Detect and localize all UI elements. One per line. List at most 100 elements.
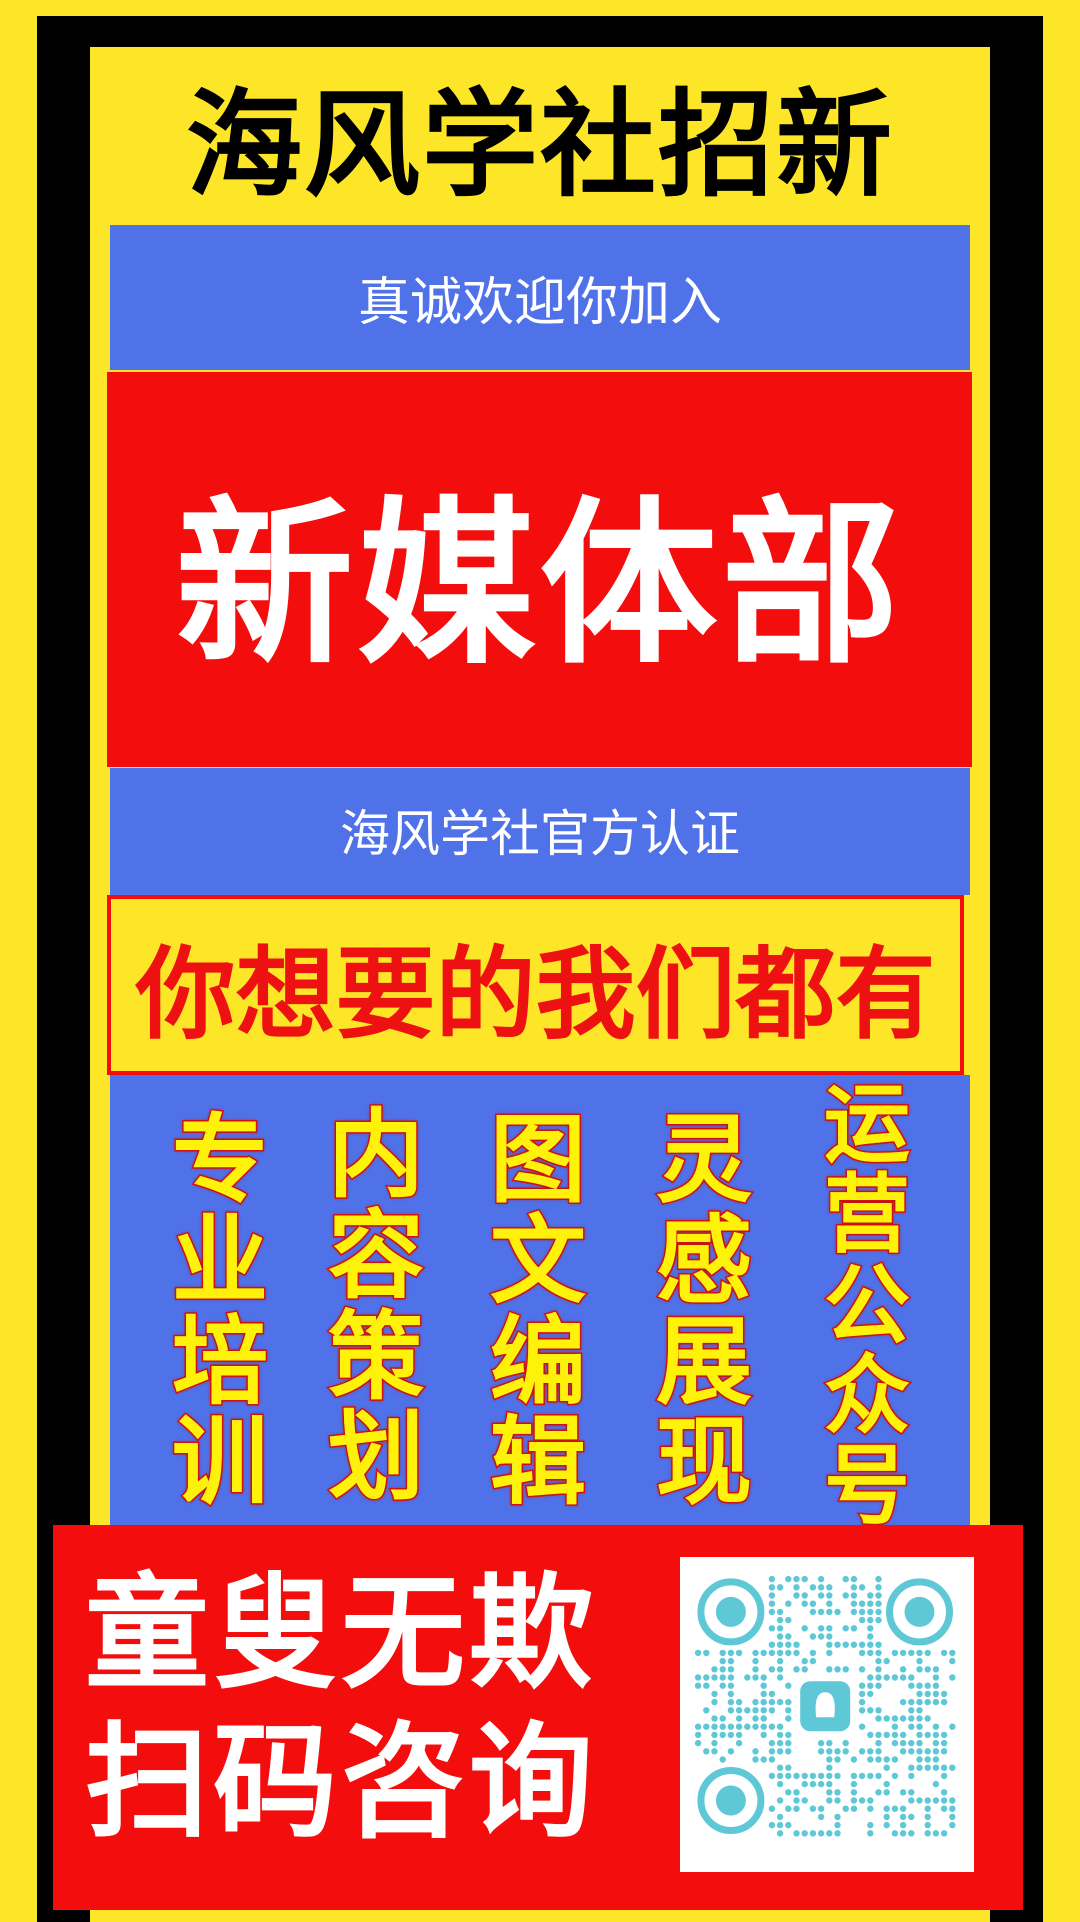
feature-char: 内 — [327, 1099, 426, 1211]
qr-dot — [817, 1748, 825, 1755]
qr-dot — [932, 1780, 940, 1788]
qr-dot — [768, 1600, 776, 1607]
qr-dot — [850, 1772, 858, 1780]
qr-dot — [883, 1821, 890, 1829]
qr-dot — [891, 1805, 899, 1812]
qr-dot — [760, 1674, 767, 1681]
qr-dot — [924, 1830, 931, 1837]
penguin-shape — [815, 1692, 835, 1718]
qr-dot — [891, 1715, 899, 1722]
qr-dot — [826, 1830, 833, 1837]
qr-dot — [858, 1690, 866, 1698]
qr-dot — [916, 1666, 923, 1673]
qr-dot — [916, 1649, 923, 1657]
qr-dot — [875, 1600, 882, 1607]
qr-dot — [940, 1805, 948, 1812]
qr-dot — [908, 1789, 915, 1796]
qr-dot — [776, 1813, 784, 1821]
qr-dot — [891, 1674, 899, 1681]
qr-dot — [793, 1805, 800, 1812]
feature-graphic-editing: 图 文 编 辑 — [489, 1104, 588, 1514]
qr-dot — [924, 1805, 931, 1812]
qr-dot — [867, 1592, 874, 1599]
feature-char: 营 — [823, 1165, 912, 1266]
qr-dot — [940, 1789, 948, 1796]
qr-dot — [785, 1641, 792, 1648]
welcome-text: 真诚欢迎你加入 — [357, 273, 722, 333]
qr-dot — [940, 1830, 948, 1837]
qr-dot — [768, 1805, 776, 1812]
qr-dot — [817, 1608, 825, 1616]
qr-dot — [752, 1707, 759, 1714]
qr-dot — [842, 1575, 849, 1583]
qr-code[interactable] — [680, 1557, 974, 1872]
qr-dot — [785, 1805, 792, 1812]
qr-dot — [842, 1592, 849, 1599]
feature-char: 编 — [489, 1305, 588, 1418]
qr-dot — [850, 1797, 858, 1804]
qr-dot — [940, 1690, 948, 1698]
feature-char: 图 — [489, 1104, 588, 1216]
qr-dot — [768, 1772, 776, 1780]
cta-line-2: 扫码咨询 — [85, 1710, 598, 1855]
qr-dot — [719, 1715, 726, 1722]
feature-char: 感 — [655, 1204, 754, 1317]
qr-dot — [785, 1739, 792, 1747]
department-banner: 新媒体部 — [107, 372, 972, 767]
qr-dot — [703, 1748, 710, 1755]
qr-dot — [711, 1666, 718, 1673]
qr-dot — [752, 1756, 759, 1763]
qr-dot — [801, 1666, 808, 1673]
feature-char: 业 — [171, 1204, 270, 1317]
qr-dot — [908, 1649, 915, 1657]
qr-dot — [826, 1764, 833, 1771]
feature-char: 展 — [655, 1305, 754, 1418]
qr-dot — [817, 1805, 825, 1812]
qr-dot — [826, 1600, 833, 1607]
qr-dot — [924, 1756, 931, 1763]
qr-dot — [858, 1723, 866, 1730]
qr-dot — [817, 1772, 825, 1780]
qr-dot — [785, 1616, 792, 1624]
qr-dot — [875, 1592, 882, 1599]
qr-dot — [932, 1748, 940, 1755]
feature-inspiration: 灵 感 展 现 — [655, 1108, 754, 1514]
qr-dot — [858, 1600, 866, 1607]
qr-dot — [883, 1805, 890, 1812]
qr-dot — [924, 1715, 931, 1722]
qr-dot — [940, 1764, 948, 1771]
qr-dot — [899, 1789, 907, 1796]
qr-dot — [858, 1649, 866, 1657]
qr-dot — [760, 1731, 767, 1739]
qr-dot — [768, 1748, 776, 1755]
qr-dot — [916, 1698, 923, 1706]
qr-dot — [834, 1666, 841, 1673]
qr-dot — [875, 1584, 882, 1591]
qr-dot — [875, 1674, 882, 1681]
qr-dot — [940, 1731, 948, 1739]
qr-dot — [744, 1723, 751, 1730]
qr-dot — [826, 1739, 833, 1747]
qr-dot — [744, 1674, 751, 1681]
qr-dot — [875, 1789, 882, 1796]
qr-dot — [883, 1674, 890, 1681]
qr-dot — [932, 1764, 940, 1771]
qr-dot — [776, 1625, 784, 1632]
qr-dot — [899, 1830, 907, 1837]
certification-text: 海风学社官方认证 — [340, 805, 740, 863]
qr-dot — [801, 1830, 808, 1837]
qr-dot — [694, 1739, 702, 1747]
qr-dot — [850, 1625, 858, 1632]
qr-dot — [834, 1756, 841, 1763]
qr-dot — [924, 1821, 931, 1829]
feature-char: 策 — [327, 1300, 426, 1413]
qr-dot — [793, 1797, 800, 1804]
qr-dot — [776, 1739, 784, 1747]
qr-dot — [834, 1821, 841, 1829]
qr-dot — [932, 1797, 940, 1804]
qr-dot — [735, 1723, 743, 1730]
qr-dot — [735, 1731, 743, 1739]
qr-dot — [817, 1780, 825, 1788]
qr-dot — [776, 1649, 784, 1657]
feature-char: 众 — [823, 1345, 912, 1446]
